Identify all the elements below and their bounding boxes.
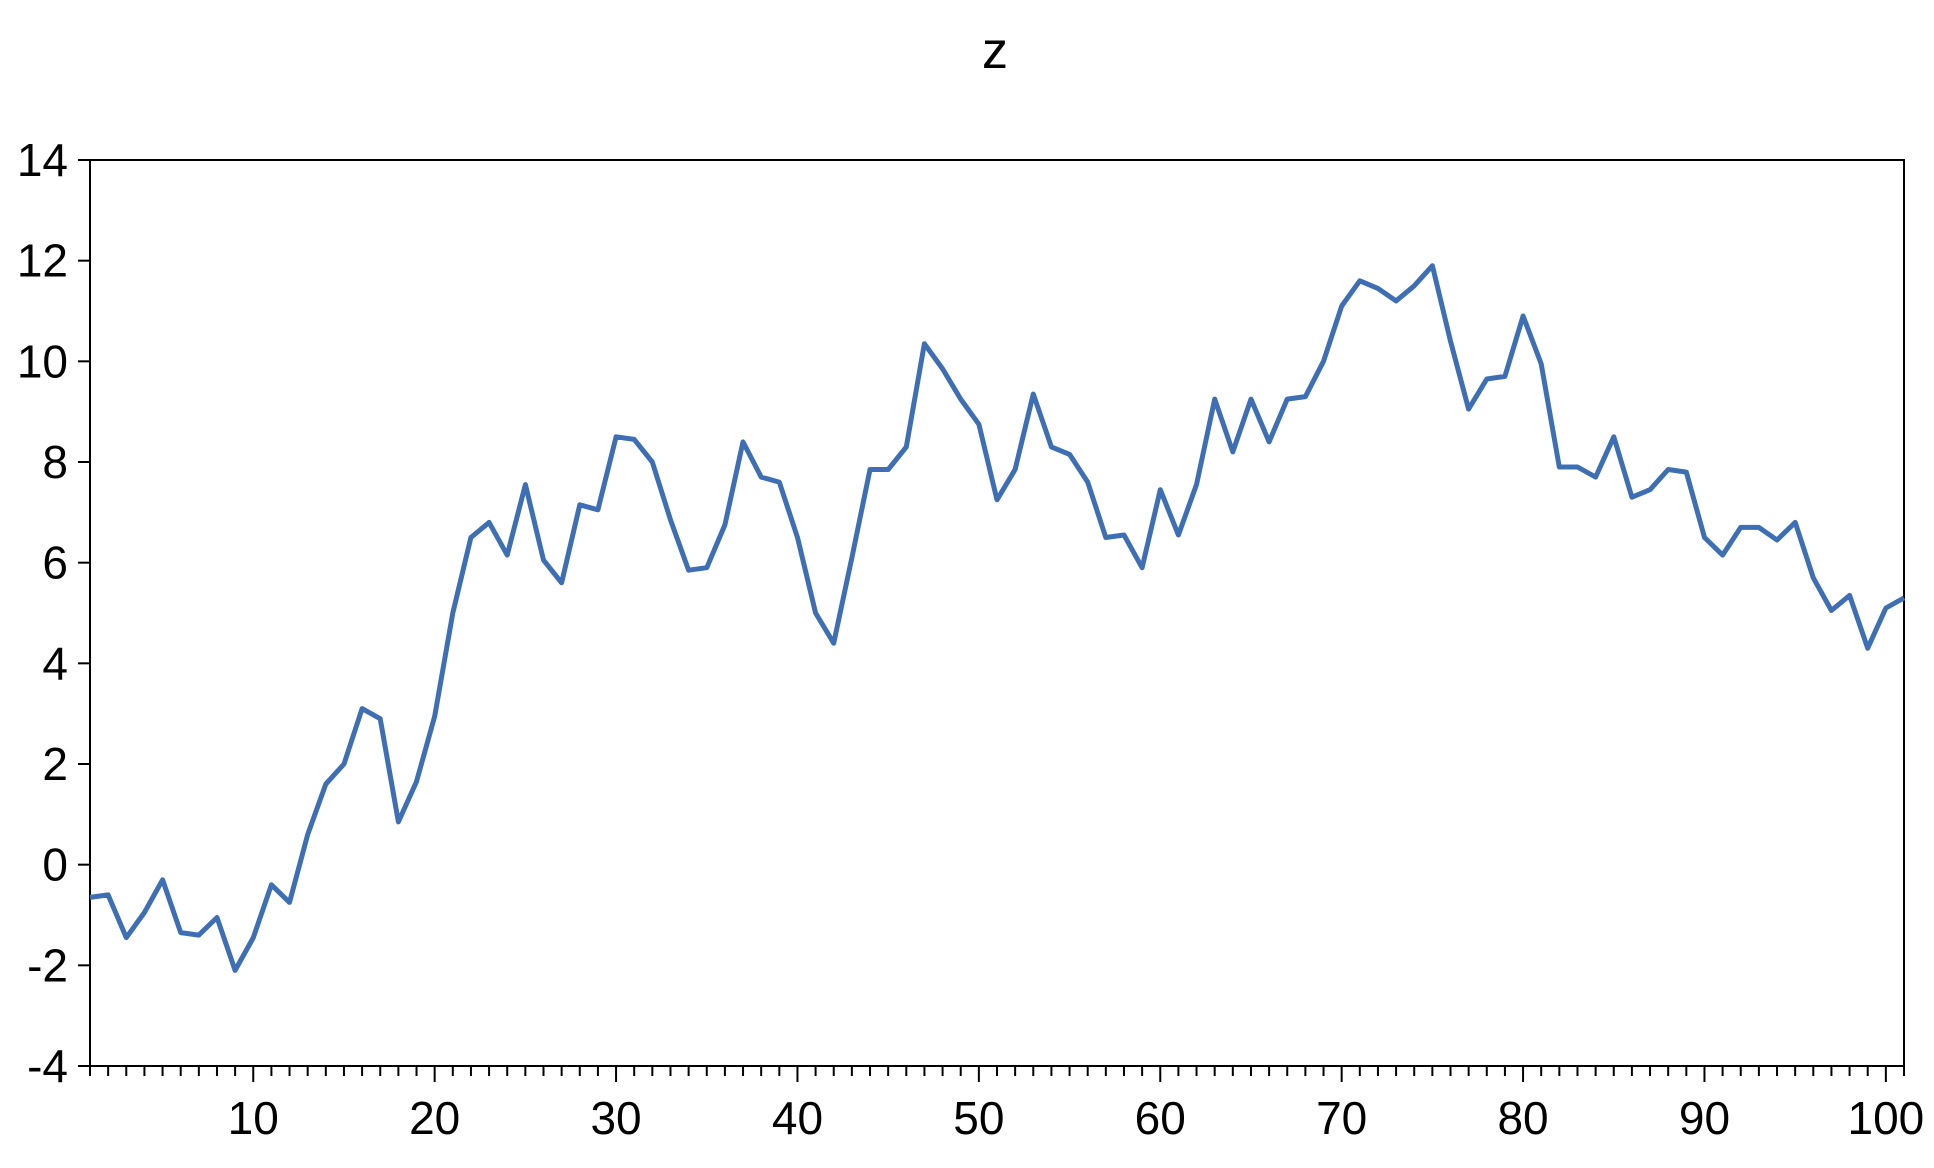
y-tick-label: 2: [42, 738, 68, 790]
y-tick-label: 8: [42, 436, 68, 488]
chart-title: z: [982, 22, 1008, 80]
y-tick-label: 10: [17, 335, 68, 387]
x-tick-label: 80: [1497, 1092, 1548, 1144]
x-tick-label: 10: [228, 1092, 279, 1144]
x-tick-label: 60: [1135, 1092, 1186, 1144]
y-tick-label: -4: [27, 1040, 68, 1092]
y-tick-label: 12: [17, 235, 68, 287]
y-axis: -4 -2 0 2 4 6 8 10 12 14: [17, 134, 90, 1092]
y-tick-label: 4: [42, 637, 68, 689]
plot-area-frame: [89, 159, 1905, 1067]
x-tick-label: 20: [409, 1092, 460, 1144]
x-axis: 10 20 30 40 50 60 70 80 90 100: [89, 1066, 1924, 1144]
y-tick-label: 0: [42, 839, 68, 891]
y-tick-label: 14: [17, 134, 68, 186]
y-tick-label: 6: [42, 537, 68, 589]
x-tick-label: 40: [772, 1092, 823, 1144]
x-tick-label: 50: [953, 1092, 1004, 1144]
x-tick-label: 100: [1847, 1092, 1924, 1144]
y-tick-label: -2: [27, 939, 68, 991]
x-tick-label: 30: [590, 1092, 641, 1144]
x-tick-label: 70: [1316, 1092, 1367, 1144]
series-layer: [89, 263, 1906, 973]
x-tick-label: 90: [1679, 1092, 1730, 1144]
series-line: [89, 263, 1906, 973]
